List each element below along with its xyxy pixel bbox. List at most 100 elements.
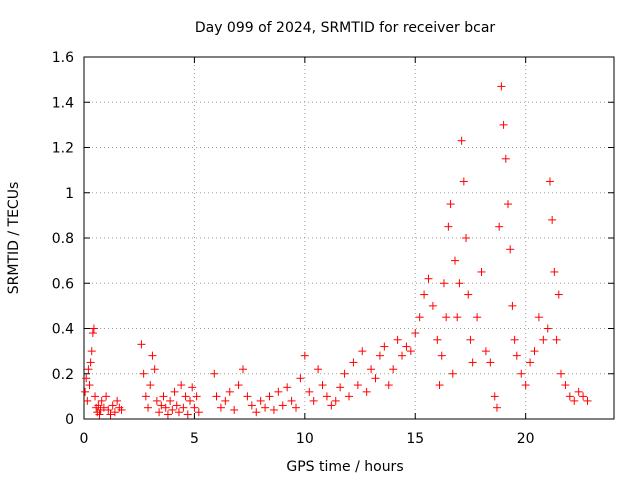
- y-tick-label: 0: [65, 412, 74, 428]
- data-point: [239, 365, 247, 374]
- data-point: [146, 381, 155, 390]
- data-points: [81, 82, 592, 419]
- data-point: [318, 381, 327, 390]
- data-point: [89, 324, 98, 333]
- data-point: [402, 342, 411, 351]
- data-point: [583, 396, 592, 405]
- data-point: [287, 396, 296, 405]
- data-point: [506, 245, 515, 254]
- data-point: [420, 290, 429, 299]
- data-point: [221, 396, 230, 405]
- data-point: [371, 374, 380, 383]
- data-point: [462, 234, 471, 242]
- data-point: [94, 401, 103, 410]
- y-tick-label: 0.4: [52, 322, 74, 338]
- x-tick-label: 10: [296, 431, 314, 447]
- data-point: [96, 405, 105, 414]
- data-point: [102, 392, 111, 401]
- data-point: [415, 313, 424, 322]
- data-point: [216, 403, 225, 412]
- data-point: [336, 383, 345, 392]
- data-point: [225, 387, 234, 396]
- data-point: [448, 369, 457, 378]
- data-point: [530, 347, 539, 356]
- data-point: [91, 392, 100, 401]
- data-point: [95, 410, 104, 419]
- data-point: [457, 136, 466, 145]
- data-point: [451, 256, 459, 265]
- data-point: [168, 405, 177, 414]
- x-axis-label: GPS time / hours: [286, 459, 403, 475]
- data-point: [411, 329, 420, 338]
- data-point: [393, 335, 402, 344]
- data-point: [543, 324, 552, 333]
- data-point: [473, 313, 482, 322]
- data-point: [256, 396, 265, 405]
- data-point: [442, 313, 451, 322]
- grid-lines: [84, 57, 614, 419]
- data-point: [93, 408, 102, 417]
- data-point: [349, 358, 358, 367]
- data-point: [331, 396, 340, 405]
- data-point: [188, 383, 197, 392]
- data-point: [565, 392, 574, 401]
- data-point: [81, 387, 90, 396]
- data-point: [446, 200, 455, 209]
- data-point: [300, 351, 309, 360]
- data-point: [384, 381, 393, 390]
- data-point: [327, 401, 336, 410]
- data-point: [497, 82, 506, 91]
- data-point: [269, 405, 278, 414]
- data-point: [435, 381, 444, 390]
- data-point: [444, 222, 453, 231]
- data-point: [159, 392, 168, 401]
- data-point: [570, 396, 579, 405]
- data-point: [83, 396, 92, 405]
- data-point: [433, 335, 442, 344]
- data-point: [194, 408, 203, 417]
- y-tick-label: 1: [65, 186, 74, 202]
- data-point: [110, 408, 119, 417]
- data-point: [406, 347, 415, 356]
- data-point: [495, 222, 504, 231]
- data-point: [428, 301, 437, 310]
- data-point: [512, 351, 521, 360]
- data-point: [186, 396, 194, 405]
- data-point: [152, 396, 161, 405]
- data-point: [177, 381, 186, 390]
- data-point: [464, 290, 473, 299]
- data-point: [322, 392, 331, 401]
- y-axis-ticks: 0 0.2 0.4 0.6 0.8 1 1.2 1.4 1.6: [52, 50, 614, 428]
- data-point: [492, 403, 501, 412]
- data-point: [247, 401, 256, 410]
- data-point: [534, 313, 543, 322]
- data-point: [358, 347, 367, 356]
- data-point: [517, 369, 526, 378]
- data-point: [309, 396, 318, 405]
- data-point: [157, 401, 166, 410]
- data-point: [481, 347, 490, 356]
- data-point: [137, 340, 146, 349]
- data-point: [437, 351, 446, 360]
- data-point: [486, 358, 495, 367]
- data-point: [92, 403, 101, 412]
- data-point: [314, 365, 323, 374]
- data-point: [113, 396, 122, 405]
- data-point: [166, 396, 175, 405]
- data-point: [389, 365, 398, 374]
- data-point: [163, 410, 172, 419]
- data-point: [115, 403, 124, 412]
- data-point: [292, 403, 300, 412]
- data-point: [108, 401, 117, 410]
- data-point: [148, 351, 157, 360]
- data-point: [181, 392, 190, 401]
- x-tick-label: 20: [517, 431, 535, 447]
- data-point: [552, 335, 561, 344]
- data-point: [87, 347, 96, 356]
- data-point: [278, 401, 287, 410]
- data-point: [550, 267, 559, 276]
- data-point: [466, 335, 475, 344]
- data-point: [439, 279, 448, 288]
- data-point: [455, 279, 464, 288]
